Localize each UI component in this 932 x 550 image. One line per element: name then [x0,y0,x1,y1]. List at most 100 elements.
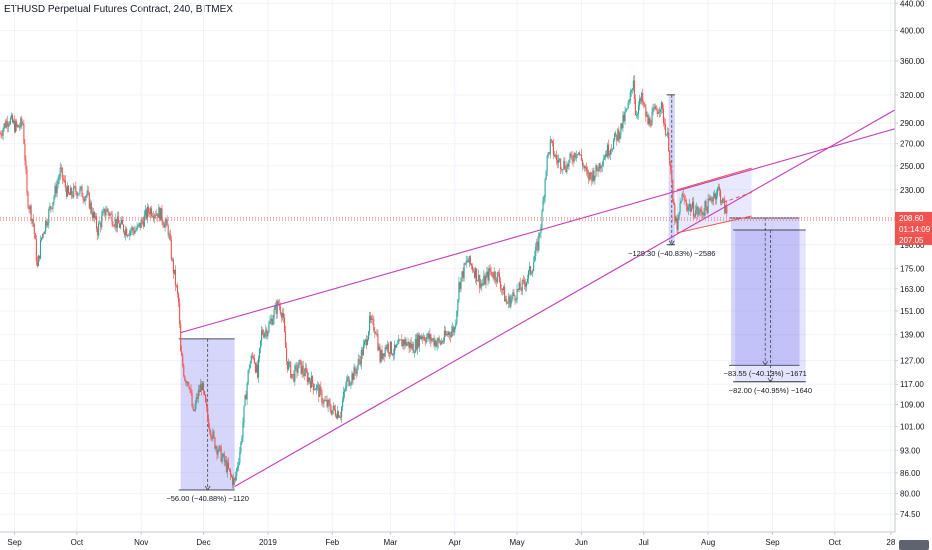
candle-body [557,160,559,163]
candle-body [431,339,433,342]
candle-body [369,315,371,332]
candle-body [607,144,609,156]
candle-body [552,143,554,155]
x-tick-label: Feb [325,538,339,547]
candle-body [621,123,623,129]
candle-body [625,109,627,112]
candle-body [587,170,589,174]
candle-body [152,215,154,217]
candle-body [65,187,68,197]
candle-body [363,341,365,345]
candle-body [46,221,48,226]
candle-body [275,304,277,314]
candle-body [27,192,29,208]
candle-body [212,431,214,439]
candle-body [278,303,280,307]
candle-body [142,221,144,227]
candle-body [178,293,180,303]
candle-body [35,239,37,262]
candle-body [629,92,631,101]
candle-body [117,216,119,224]
candle-body [544,179,546,198]
candle-body [605,154,607,157]
candle-body [501,288,504,291]
candle-body [526,278,528,282]
candle-body [637,105,640,114]
candle-body [596,165,598,171]
candle-body [432,338,434,340]
candle-body [121,220,124,225]
candle-body [17,125,19,127]
candle-body [89,202,91,209]
candle-body [191,393,193,407]
candle-body [268,323,270,333]
candle-body [272,318,274,325]
candle-body [236,468,238,477]
candle-body [429,334,431,340]
candle-body [134,230,136,234]
candle-body [418,335,421,347]
candle-body [189,387,191,390]
candle-body [650,125,652,126]
candle-body [98,223,100,236]
candle-body [678,212,680,220]
candle-body [306,372,308,383]
candle-body [398,339,400,344]
candle-body [63,179,65,181]
candle-body [151,208,153,216]
candle-body [195,397,197,404]
candle-body [283,317,286,332]
price-label: 208.60 [899,214,924,223]
y-axis-background [895,0,932,550]
candle-body [606,144,608,157]
candle-body [233,478,235,485]
candle-body [192,406,194,410]
candle-body [83,199,85,202]
candle-body [541,211,543,228]
candle-body [453,327,455,333]
candle-body [397,343,399,345]
candle-body [179,302,181,324]
candle-body [36,261,38,267]
candle-body [53,197,55,203]
candle-body [488,268,490,281]
candle-body [391,353,394,356]
candle-body [355,372,357,374]
candle-body [378,346,380,351]
candle-body [613,140,615,150]
candle-body [335,415,337,419]
candle-body [697,207,699,215]
candle-body [646,114,648,117]
candle-body [199,384,201,392]
x-tick-label: 2019 [259,538,277,547]
candle-body [76,191,78,196]
candle-body [126,228,128,237]
candle-body [24,143,26,161]
candle-body [659,108,661,113]
candle-body [230,475,233,477]
y-tick-label: 320.00 [900,91,925,100]
candle-body [641,92,643,102]
candle-body [169,234,171,240]
candle-body [545,170,547,180]
x-axis-background [0,532,932,550]
candle-body [266,329,268,337]
candle-body [69,193,71,195]
candle-body [166,219,168,226]
candle-body [450,335,452,337]
candle-body [390,341,392,354]
candle-body [174,269,177,286]
candle-body [116,216,118,228]
candle-body [239,451,241,463]
candle-body [473,271,476,278]
candle-body [579,154,581,156]
candle-body [609,149,612,155]
candle-body [284,331,287,348]
candle-body [640,98,642,102]
candle-body [88,193,90,209]
candle-body [414,339,416,353]
candle-body [420,336,423,340]
candle-body [374,331,376,334]
